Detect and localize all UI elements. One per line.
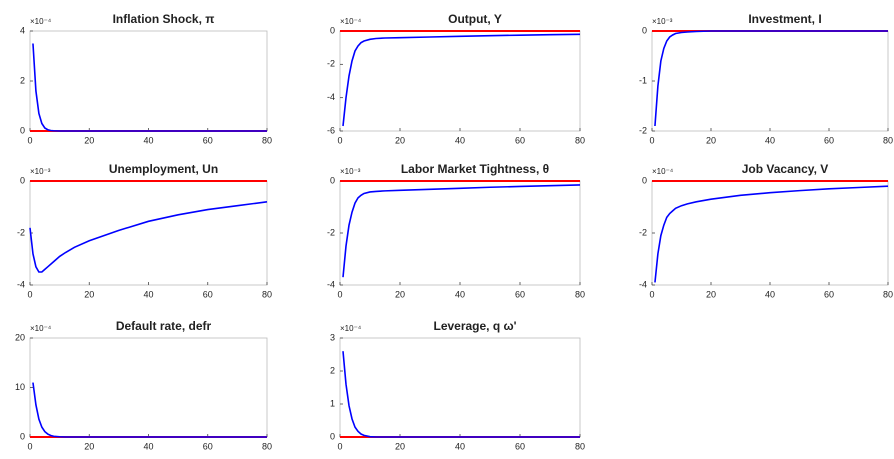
exponent-label: ×10⁻⁴	[30, 324, 52, 333]
subplot-title: Inflation Shock, π	[113, 12, 215, 26]
x-tick-label: 0	[649, 289, 654, 299]
plot-area	[29, 180, 268, 286]
x-tick-label: 60	[203, 441, 213, 451]
exponent-label: ×10⁻⁴	[30, 17, 52, 26]
x-tick-label: 80	[262, 289, 272, 299]
y-tick-label: 2	[20, 75, 25, 85]
x-tick-label: 60	[824, 289, 834, 299]
x-tick-label: 20	[84, 441, 94, 451]
y-tick-label: -4	[17, 279, 25, 289]
response-line	[32, 43, 267, 132]
x-tick-label: 60	[515, 441, 525, 451]
response-line	[342, 351, 580, 438]
y-tick-label: -4	[639, 279, 647, 289]
x-tick-label: 80	[575, 441, 585, 451]
subplot-title: Output, Y	[448, 12, 502, 26]
exponent-label: ×10⁻³	[340, 167, 361, 176]
x-tick-label: 80	[575, 289, 585, 299]
exponent-label: ×10⁻³	[30, 167, 51, 176]
x-tick-label: 80	[883, 289, 893, 299]
x-tick-label: 0	[27, 135, 32, 145]
x-tick-label: 80	[262, 135, 272, 145]
response-line	[654, 185, 889, 283]
x-tick-label: 20	[395, 441, 405, 451]
exponent-label: ×10⁻³	[652, 17, 673, 26]
x-tick-label: 20	[395, 135, 405, 145]
y-tick-label: 0	[330, 431, 335, 441]
y-tick-label: -2	[327, 59, 335, 69]
response-line	[654, 30, 888, 127]
x-tick-label: 80	[575, 135, 585, 145]
x-tick-label: 40	[765, 135, 775, 145]
plot-area	[339, 337, 581, 438]
x-tick-label: 40	[143, 135, 153, 145]
x-tick-label: 20	[706, 135, 716, 145]
y-tick-label: 0	[642, 25, 647, 35]
x-tick-label: 0	[337, 135, 342, 145]
x-tick-label: 40	[143, 441, 153, 451]
y-tick-label: 10	[15, 382, 25, 392]
x-tick-label: 20	[395, 289, 405, 299]
x-tick-label: 0	[27, 289, 32, 299]
exponent-label: ×10⁻⁴	[340, 324, 362, 333]
x-tick-label: 80	[262, 441, 272, 451]
x-tick-label: 0	[337, 441, 342, 451]
x-tick-label: 20	[84, 289, 94, 299]
x-tick-label: 40	[143, 289, 153, 299]
x-tick-label: 60	[515, 135, 525, 145]
y-tick-label: 0	[20, 431, 25, 441]
plot-area	[339, 180, 581, 286]
exponent-label: ×10⁻⁴	[652, 167, 674, 176]
subplot-title: Leverage, q ω'	[433, 319, 516, 333]
y-tick-label: 1	[330, 398, 335, 408]
y-tick-label: -2	[327, 227, 335, 237]
y-tick-label: -4	[327, 279, 335, 289]
x-tick-label: 40	[455, 289, 465, 299]
plot-area	[29, 337, 268, 438]
y-tick-label: -2	[639, 227, 647, 237]
response-line	[342, 33, 581, 127]
plot-area	[651, 180, 889, 286]
x-tick-label: 80	[883, 135, 893, 145]
subplot-title: Investment, I	[748, 12, 821, 26]
subplot-title: Job Vacancy, V	[742, 162, 829, 176]
x-tick-label: 40	[765, 289, 775, 299]
x-tick-label: 20	[84, 135, 94, 145]
x-tick-label: 0	[649, 135, 654, 145]
y-tick-label: -6	[327, 125, 335, 135]
y-tick-label: -1	[639, 75, 647, 85]
response-line	[32, 382, 267, 438]
y-tick-label: 0	[330, 25, 335, 35]
x-tick-label: 0	[337, 289, 342, 299]
y-tick-label: 3	[330, 332, 335, 342]
y-tick-label: 2	[330, 365, 335, 375]
x-tick-label: 40	[455, 441, 465, 451]
y-tick-label: 0	[20, 125, 25, 135]
y-tick-label: -4	[327, 92, 335, 102]
y-tick-label: 4	[20, 25, 25, 35]
x-tick-label: 60	[824, 135, 834, 145]
subplot-title: Labor Market Tightness, θ	[401, 162, 549, 176]
x-tick-label: 60	[515, 289, 525, 299]
subplot-title: Default rate, defr	[116, 319, 212, 333]
exponent-label: ×10⁻⁴	[340, 17, 362, 26]
y-tick-label: -2	[17, 227, 25, 237]
y-tick-label: 20	[15, 332, 25, 342]
x-tick-label: 60	[203, 135, 213, 145]
plot-area	[339, 30, 581, 132]
response-line	[29, 201, 268, 273]
y-tick-label: 0	[20, 175, 25, 185]
x-tick-label: 0	[27, 441, 32, 451]
y-tick-label: -2	[639, 125, 647, 135]
x-tick-label: 40	[455, 135, 465, 145]
plot-area	[651, 30, 889, 132]
x-tick-label: 60	[203, 289, 213, 299]
y-tick-label: 0	[642, 175, 647, 185]
response-line	[342, 184, 581, 278]
x-tick-label: 20	[706, 289, 716, 299]
y-tick-label: 0	[330, 175, 335, 185]
plot-area	[29, 30, 268, 132]
subplot-title: Unemployment, Un	[109, 162, 218, 176]
